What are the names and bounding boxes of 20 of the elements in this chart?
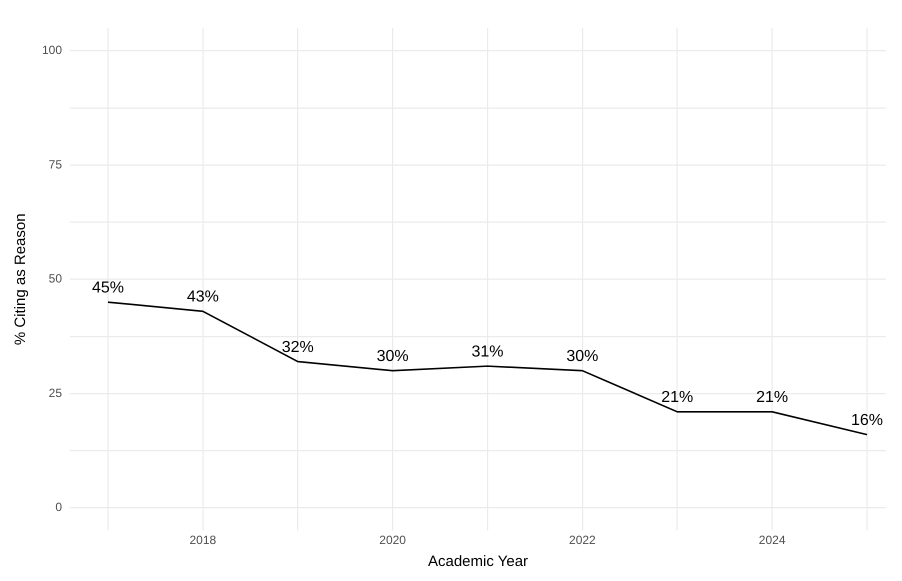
text: 45% [92, 280, 124, 297]
text: 43% [186, 288, 219, 306]
y-tick-label: 50 [48, 272, 62, 286]
x-tick-label: 2022 [569, 533, 596, 548]
x-axis-title: Academic Year [428, 553, 528, 570]
text: 30% [566, 348, 598, 366]
y-tick-label: 0 [55, 500, 62, 514]
y-tick-label: 75 [48, 157, 62, 172]
y-tick-label: 25 [48, 386, 62, 400]
text: 21% [756, 389, 788, 406]
text: 16% [851, 412, 884, 430]
x-tick-label: 2020 [379, 533, 406, 548]
x-tick-label: 2024 [758, 533, 786, 548]
y-axis-title: % Citing as Reason [12, 213, 30, 346]
x-tick-label: 2018 [190, 533, 217, 548]
text: 21% [661, 389, 694, 406]
text: 31% [471, 344, 504, 361]
text: 30% [376, 348, 409, 366]
y-tick-label: 100 [42, 43, 62, 58]
text: 32% [282, 338, 314, 356]
